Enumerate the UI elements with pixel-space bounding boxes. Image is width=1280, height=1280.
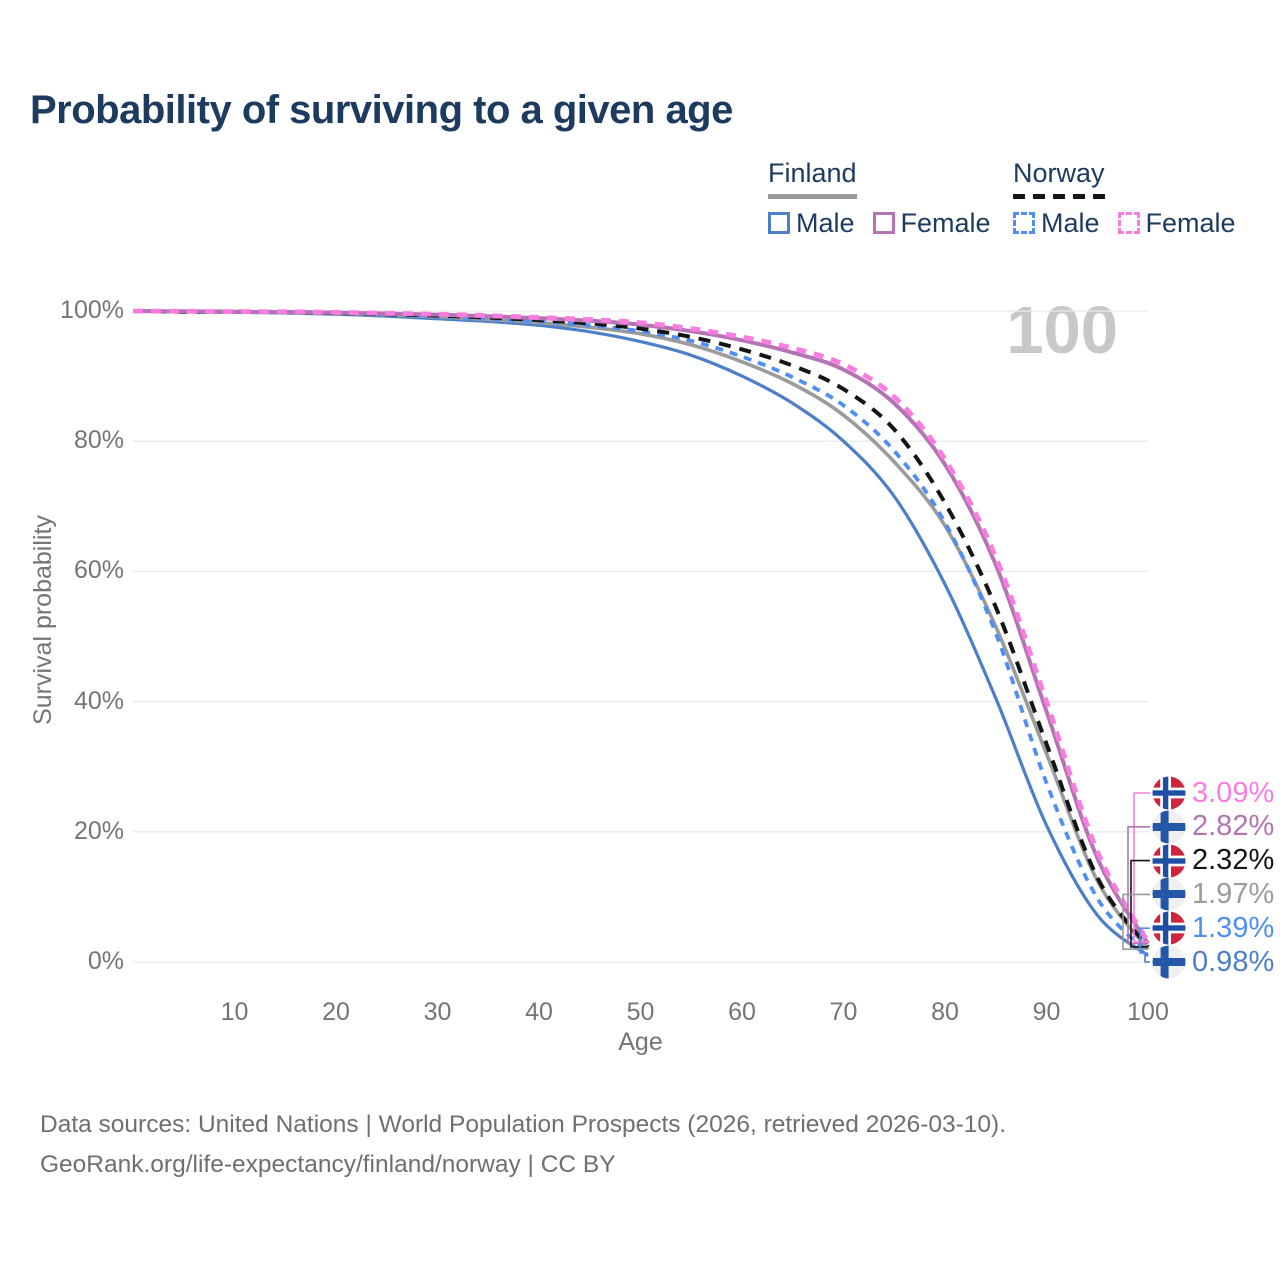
end-connector-finland <box>1122 893 1150 950</box>
end-connector-finland <box>1127 826 1150 945</box>
end-label-finland-male: 0.98% <box>1152 945 1274 979</box>
end-value-norway-total: 2.32% <box>1192 844 1275 877</box>
legend-norway-title: Norway <box>1013 158 1105 188</box>
legend-finland-header[interactable]: Finland <box>768 158 857 199</box>
legend-group-norway: Norway Male Female <box>1013 158 1236 239</box>
norway-total-line-swatch <box>1013 194 1105 199</box>
end-label-finland-total: 1.97% <box>1152 877 1274 911</box>
footer-attribution: GeoRank.org/life-expectancy/finland/norw… <box>40 1151 616 1178</box>
legend-item-finland-male[interactable]: Male <box>768 208 855 239</box>
end-value-finland-female: 2.82% <box>1192 810 1275 843</box>
footer: Data sources: United Nations | World Pop… <box>40 1105 1006 1185</box>
footer-data-sources: Data sources: United Nations | World Pop… <box>40 1111 1007 1138</box>
finland-flag-icon <box>1152 877 1186 911</box>
x-tick-60: 60 <box>728 998 756 1026</box>
series-norway-female <box>132 308 1151 944</box>
x-tick-90: 90 <box>1032 998 1061 1026</box>
series-norway <box>132 309 1150 949</box>
y-tick-20: 20% <box>73 816 124 845</box>
y-tick-40: 40% <box>73 686 124 715</box>
x-tick-40: 40 <box>525 998 553 1026</box>
norway-female-swatch <box>1117 212 1140 234</box>
end-value-finland-total: 1.97% <box>1192 877 1275 910</box>
end-label-norway-female: 3.09% <box>1152 776 1274 810</box>
finland-flag-icon <box>1152 945 1186 979</box>
legend-finland-title: Finland <box>768 158 857 188</box>
x-tick-70: 70 <box>829 998 858 1026</box>
x-tick-50: 50 <box>626 998 655 1026</box>
x-tick-100: 100 <box>1127 998 1169 1026</box>
finland-flag-icon <box>1152 810 1186 844</box>
norway-flag-icon <box>1152 911 1186 945</box>
finland-male-swatch <box>768 212 790 234</box>
legend-item-norway-male[interactable]: Male <box>1013 208 1100 239</box>
y-tick-100: 100% <box>60 296 124 324</box>
norway-flag-icon <box>1152 776 1186 810</box>
x-tick-80: 80 <box>931 998 959 1026</box>
end-label-norway-male: 1.39% <box>1152 911 1274 945</box>
legend-group-finland: Finland Male Female <box>768 158 991 239</box>
legend-label-norway-female: Female <box>1145 207 1236 238</box>
legend-label-norway-male: Male <box>1041 207 1100 238</box>
y-tick-80: 80% <box>73 426 124 455</box>
end-value-norway-male: 1.39% <box>1192 911 1275 944</box>
y-tick-0: 0% <box>87 947 124 975</box>
y-tick-60: 60% <box>73 556 124 585</box>
end-connector-norway <box>1133 792 1150 943</box>
legend-item-finland-female[interactable]: Female <box>872 207 991 239</box>
legend-norway-header[interactable]: Norway <box>1013 158 1105 199</box>
norway-male-swatch <box>1013 212 1035 234</box>
end-connector-finland <box>1144 954 1150 963</box>
series-finland <box>132 309 1150 951</box>
x-tick-30: 30 <box>423 998 452 1026</box>
legend-item-norway-female[interactable]: Female <box>1117 207 1236 239</box>
page-title: Probability of surviving to a given age <box>30 88 733 132</box>
norway-flag-icon <box>1152 844 1186 878</box>
watermark-age-100: 100 <box>1006 293 1118 368</box>
finland-female-swatch <box>872 212 895 234</box>
legend-norway-items: Male Female <box>1013 208 1236 239</box>
series-norway-male <box>132 309 1150 955</box>
end-connector-norway <box>1139 927 1150 954</box>
legend-finland-items: Male Female <box>768 208 991 239</box>
x-tick-10: 10 <box>220 998 249 1026</box>
end-label-norway-total: 2.32% <box>1152 844 1274 878</box>
x-axis-title: Age <box>618 1028 663 1056</box>
end-label-finland-female: 2.82% <box>1152 810 1274 844</box>
series-finland-male <box>132 309 1149 957</box>
x-tick-20: 20 <box>322 998 350 1026</box>
finland-total-line-swatch <box>768 194 857 199</box>
legend-label-finland-male: Male <box>796 207 855 238</box>
end-value-finland-male: 0.98% <box>1192 945 1275 978</box>
legend-label-finland-female: Female <box>900 207 991 238</box>
end-value-norway-female: 3.09% <box>1192 776 1275 809</box>
